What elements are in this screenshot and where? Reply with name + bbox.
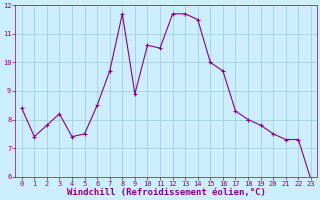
X-axis label: Windchill (Refroidissement éolien,°C): Windchill (Refroidissement éolien,°C) [67,188,266,197]
